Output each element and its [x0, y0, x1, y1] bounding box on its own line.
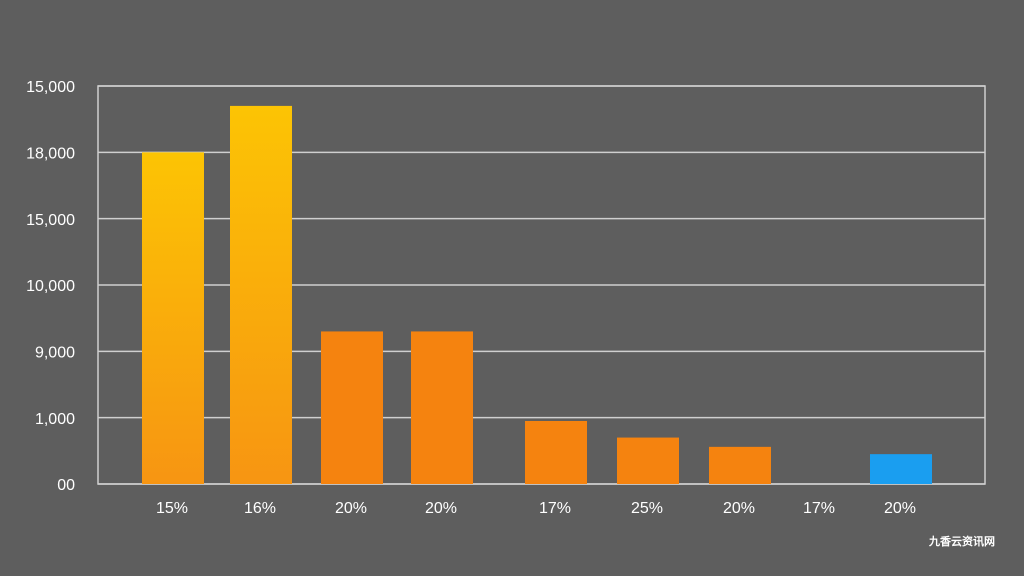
bar: [411, 331, 473, 484]
x-tick-label: 20%: [884, 500, 916, 517]
x-tick-label: 20%: [335, 500, 367, 517]
bar: [321, 331, 383, 484]
bar: [617, 437, 679, 484]
x-tick-label: 17%: [803, 500, 835, 517]
x-tick-label: 15%: [156, 500, 188, 517]
bar: [709, 446, 771, 484]
y-tick-label: 1,000: [35, 411, 75, 428]
y-tick-label: 10,000: [26, 278, 75, 295]
y-tick-label: 00: [57, 477, 75, 494]
x-tick-label: 20%: [723, 500, 755, 517]
bar: [230, 105, 292, 485]
bar: [142, 152, 204, 485]
y-tick-label: 15,000: [26, 79, 75, 96]
watermark: 九香云资讯网: [928, 534, 995, 548]
x-tick-label: 16%: [244, 500, 276, 517]
bar: [870, 454, 932, 484]
bar: [525, 420, 587, 484]
x-tick-label: 25%: [631, 500, 663, 517]
y-tick-label: 15,000: [26, 212, 75, 229]
y-tick-label: 9,000: [35, 345, 75, 362]
y-tick-label: 18,000: [26, 146, 75, 163]
x-tick-label: 20%: [425, 500, 457, 517]
x-tick-label: 17%: [539, 500, 571, 517]
